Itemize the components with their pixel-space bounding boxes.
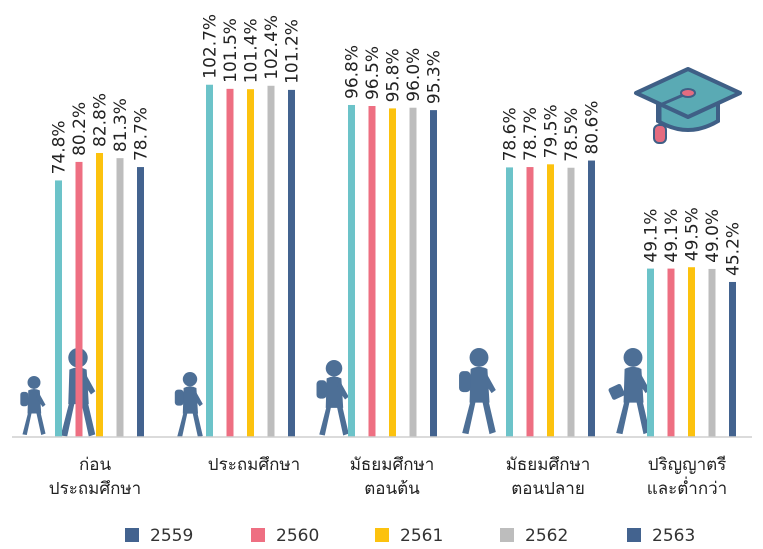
icons-layer [20,67,742,438]
category-label: มัธยมศึกษา [506,455,591,475]
value-label: 95.3% [425,50,445,104]
value-label: 78.5% [562,108,582,162]
value-label: 78.7% [132,107,152,161]
value-label: 96.5% [363,46,383,100]
value-label: 79.5% [542,104,562,158]
category-label: และต่ำกว่า [647,476,727,499]
value-label: 82.8% [91,93,111,147]
value-label: 49.0% [703,209,723,263]
legend: 2559 2560 2561 2562 2563 [125,526,695,546]
bar-2562-2 [409,107,417,437]
value-label: 95.8% [384,48,404,102]
value-label: 101.2% [283,19,303,84]
bar-2561-1 [247,89,254,437]
value-label: 80.2% [70,102,90,156]
value-label: 101.5% [221,18,241,83]
legend-swatch-2563 [627,528,641,542]
child-with-backpack-icon [174,372,203,438]
bar-2563-3 [588,160,595,438]
value-label: 80.6% [583,101,603,155]
legend-swatch-2559 [125,528,139,542]
bar-2561-0 [96,152,103,437]
value-label: 101.4% [242,18,262,83]
value-label: 49.1% [642,209,662,263]
bar-2563-4 [729,281,736,437]
legend-label: 2563 [652,526,695,546]
bar-2559-2 [348,104,355,437]
legend-swatch-2560 [251,528,265,542]
category-label: มัธยมศึกษา [350,455,435,475]
bar-2560-1 [226,88,234,437]
graduation-cap-icon [634,67,742,144]
bar-2563-0 [137,167,144,437]
legend-label: 2559 [150,526,193,546]
bar-2559-3 [506,167,513,438]
category-label: ประถมศึกษา [208,455,300,475]
category-label: ประถมศึกษา [49,479,141,499]
value-label: 49.1% [662,209,682,263]
value-label: 102.4% [262,15,282,80]
bars-layer [55,84,736,438]
category-label: ปริญญาตรี [648,455,727,475]
category-label: ตอนต้น [364,479,420,499]
bar-2562-4 [708,268,716,437]
parent-and-child-icon [60,348,96,437]
bar-2560-0 [75,161,83,437]
category-label: ก่อน [79,455,112,475]
bar-2559-1 [206,84,213,437]
value-label: 78.7% [521,107,541,161]
bar-2563-2 [430,110,437,437]
bar-2561-2 [389,108,396,437]
bar-2561-4 [688,267,695,437]
value-label: 96.0% [404,48,424,102]
legend-label: 2560 [276,526,319,546]
legend-label: 2561 [400,526,443,546]
legend-label: 2562 [525,526,568,546]
bar-2559-0 [55,180,62,437]
legend-swatch-2562 [500,528,514,542]
legend-swatch-2561 [375,528,389,542]
child-icon [20,376,46,436]
adult-with-bag-icon [608,348,650,435]
bar-2560-3 [526,167,534,437]
value-label: 96.8% [343,45,363,99]
value-label: 45.2% [724,222,744,276]
teen-with-backpack-icon [459,348,496,435]
bar-2563-1 [288,89,295,437]
value-label: 74.8% [50,120,70,174]
bar-2560-4 [667,268,675,437]
value-label: 102.7% [201,14,221,79]
bar-2560-2 [368,106,376,437]
value-labels: 74.8% 102.7% 96.8% 78.6% 49.1% 80.2% 101.5% 96.… [50,14,744,276]
value-label: 78.6% [501,107,521,161]
student-walking-icon [316,360,349,436]
category-label: ตอนปลาย [511,479,585,499]
bar-2562-0 [116,158,124,438]
value-label: 81.3% [111,98,131,152]
bar-2559-4 [647,268,654,437]
value-label: 49.5% [683,207,703,261]
bar-2562-3 [567,167,575,437]
bar-2561-3 [547,164,554,437]
bar-2562-1 [267,85,275,437]
